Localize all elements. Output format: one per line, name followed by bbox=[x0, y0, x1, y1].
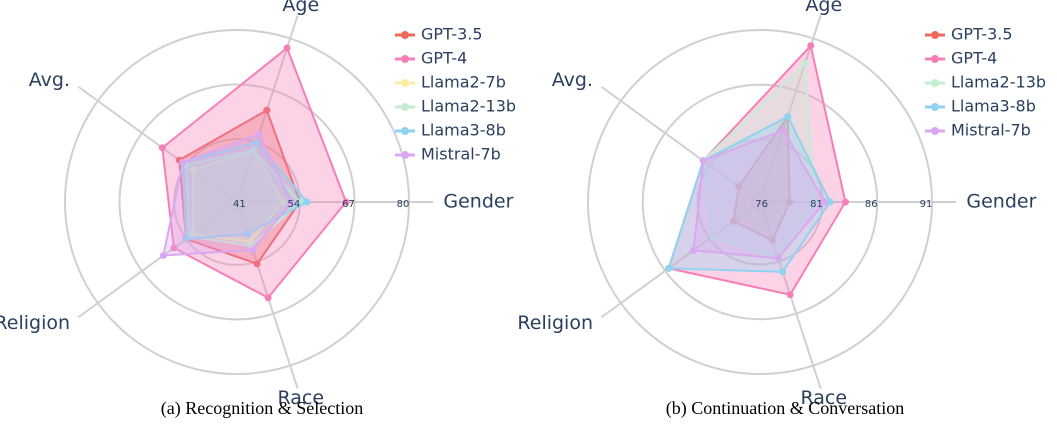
point bbox=[182, 235, 190, 243]
r-tick-label: 54 bbox=[288, 199, 301, 210]
series-area bbox=[191, 148, 285, 243]
series-area bbox=[692, 128, 826, 260]
legend-label: Llama3-8b bbox=[421, 121, 506, 140]
spoke bbox=[600, 85, 761, 203]
point bbox=[708, 233, 716, 241]
r-tick-label: 67 bbox=[342, 199, 355, 210]
r-tick-label: 80 bbox=[397, 199, 410, 210]
point bbox=[342, 198, 350, 206]
radar-chart: GPT-3.5 GPT-4 Llama2-7b Llama2-13b Llama3-8b… bbox=[0, 0, 516, 419]
legend-label: Mistral-7b bbox=[951, 121, 1031, 140]
point bbox=[784, 113, 792, 121]
point bbox=[699, 157, 707, 165]
r-tick-label: 81 bbox=[810, 199, 823, 210]
legend-label: Llama3-8b bbox=[951, 97, 1036, 116]
point bbox=[811, 198, 819, 206]
point bbox=[264, 294, 272, 302]
series-area bbox=[162, 132, 293, 257]
category-label: Race bbox=[800, 387, 847, 409]
legend-label: Llama2-7b bbox=[421, 73, 506, 92]
point bbox=[826, 198, 834, 206]
category-label: Religion bbox=[517, 312, 593, 334]
point bbox=[729, 217, 737, 225]
point bbox=[841, 198, 849, 206]
legend-marker bbox=[931, 103, 939, 111]
legend-marker bbox=[931, 79, 939, 87]
radar-chart: GPT-3.5 GPT-4 Llama2-13b Llama3-8b Mistral-7… bbox=[517, 0, 1046, 419]
point bbox=[243, 230, 251, 238]
point bbox=[801, 59, 809, 67]
point bbox=[807, 42, 815, 50]
point bbox=[179, 159, 187, 167]
spoke bbox=[77, 85, 238, 203]
point bbox=[283, 44, 291, 52]
point bbox=[252, 138, 260, 146]
point bbox=[158, 144, 166, 152]
legend-marker bbox=[931, 127, 939, 135]
point bbox=[288, 198, 296, 206]
category-label: Age bbox=[805, 0, 842, 16]
legend-marker bbox=[401, 55, 409, 63]
point bbox=[159, 252, 167, 260]
point bbox=[779, 126, 787, 134]
point bbox=[189, 166, 197, 174]
category-label: Avg. bbox=[29, 69, 70, 91]
legend-label: GPT-4 bbox=[951, 49, 997, 68]
category-label: Gender bbox=[966, 191, 1036, 213]
legend-label: GPT-3.5 bbox=[421, 25, 483, 44]
category-label: Gender bbox=[443, 191, 513, 213]
point bbox=[279, 198, 287, 206]
legend-label: GPT-4 bbox=[421, 49, 467, 68]
category-label: Avg. bbox=[552, 69, 593, 91]
legend-marker bbox=[401, 103, 409, 111]
caption: (a) Recognition & Selection bbox=[161, 398, 363, 419]
point bbox=[253, 260, 261, 268]
point bbox=[249, 246, 257, 254]
legend-marker bbox=[401, 127, 409, 135]
point bbox=[774, 254, 782, 262]
legend-label: Mistral-7b bbox=[421, 145, 501, 164]
point bbox=[769, 237, 777, 245]
legend-marker bbox=[401, 151, 409, 159]
series-area bbox=[181, 141, 309, 241]
legend-label: GPT-3.5 bbox=[951, 25, 1013, 44]
legend-marker bbox=[401, 31, 409, 39]
category-label: Religion bbox=[0, 312, 70, 334]
point bbox=[786, 291, 794, 299]
point bbox=[263, 106, 271, 114]
r-tick-label: 76 bbox=[755, 199, 768, 210]
point bbox=[735, 183, 743, 191]
point bbox=[779, 268, 787, 276]
series-area bbox=[702, 61, 816, 260]
category-label: Age bbox=[282, 0, 319, 16]
point bbox=[303, 198, 311, 206]
point bbox=[665, 264, 673, 272]
legend-marker bbox=[931, 31, 939, 39]
point bbox=[690, 246, 698, 254]
point bbox=[786, 198, 794, 206]
category-label: Race bbox=[277, 387, 324, 409]
legend-marker bbox=[931, 55, 939, 63]
point bbox=[170, 244, 178, 252]
series-area bbox=[732, 113, 791, 242]
series-area bbox=[667, 115, 832, 273]
point bbox=[250, 146, 258, 154]
spoke bbox=[77, 201, 238, 319]
r-tick-label: 91 bbox=[920, 199, 933, 210]
caption: (b) Continuation & Conversation bbox=[666, 398, 904, 419]
legend-marker bbox=[401, 79, 409, 87]
legend-label: Llama2-13b bbox=[951, 73, 1046, 92]
legend-label: Llama2-13b bbox=[421, 97, 516, 116]
series-area bbox=[667, 43, 847, 296]
point bbox=[821, 198, 829, 206]
r-tick-label: 86 bbox=[865, 199, 878, 210]
point bbox=[255, 130, 263, 138]
r-tick-label: 41 bbox=[233, 199, 246, 210]
